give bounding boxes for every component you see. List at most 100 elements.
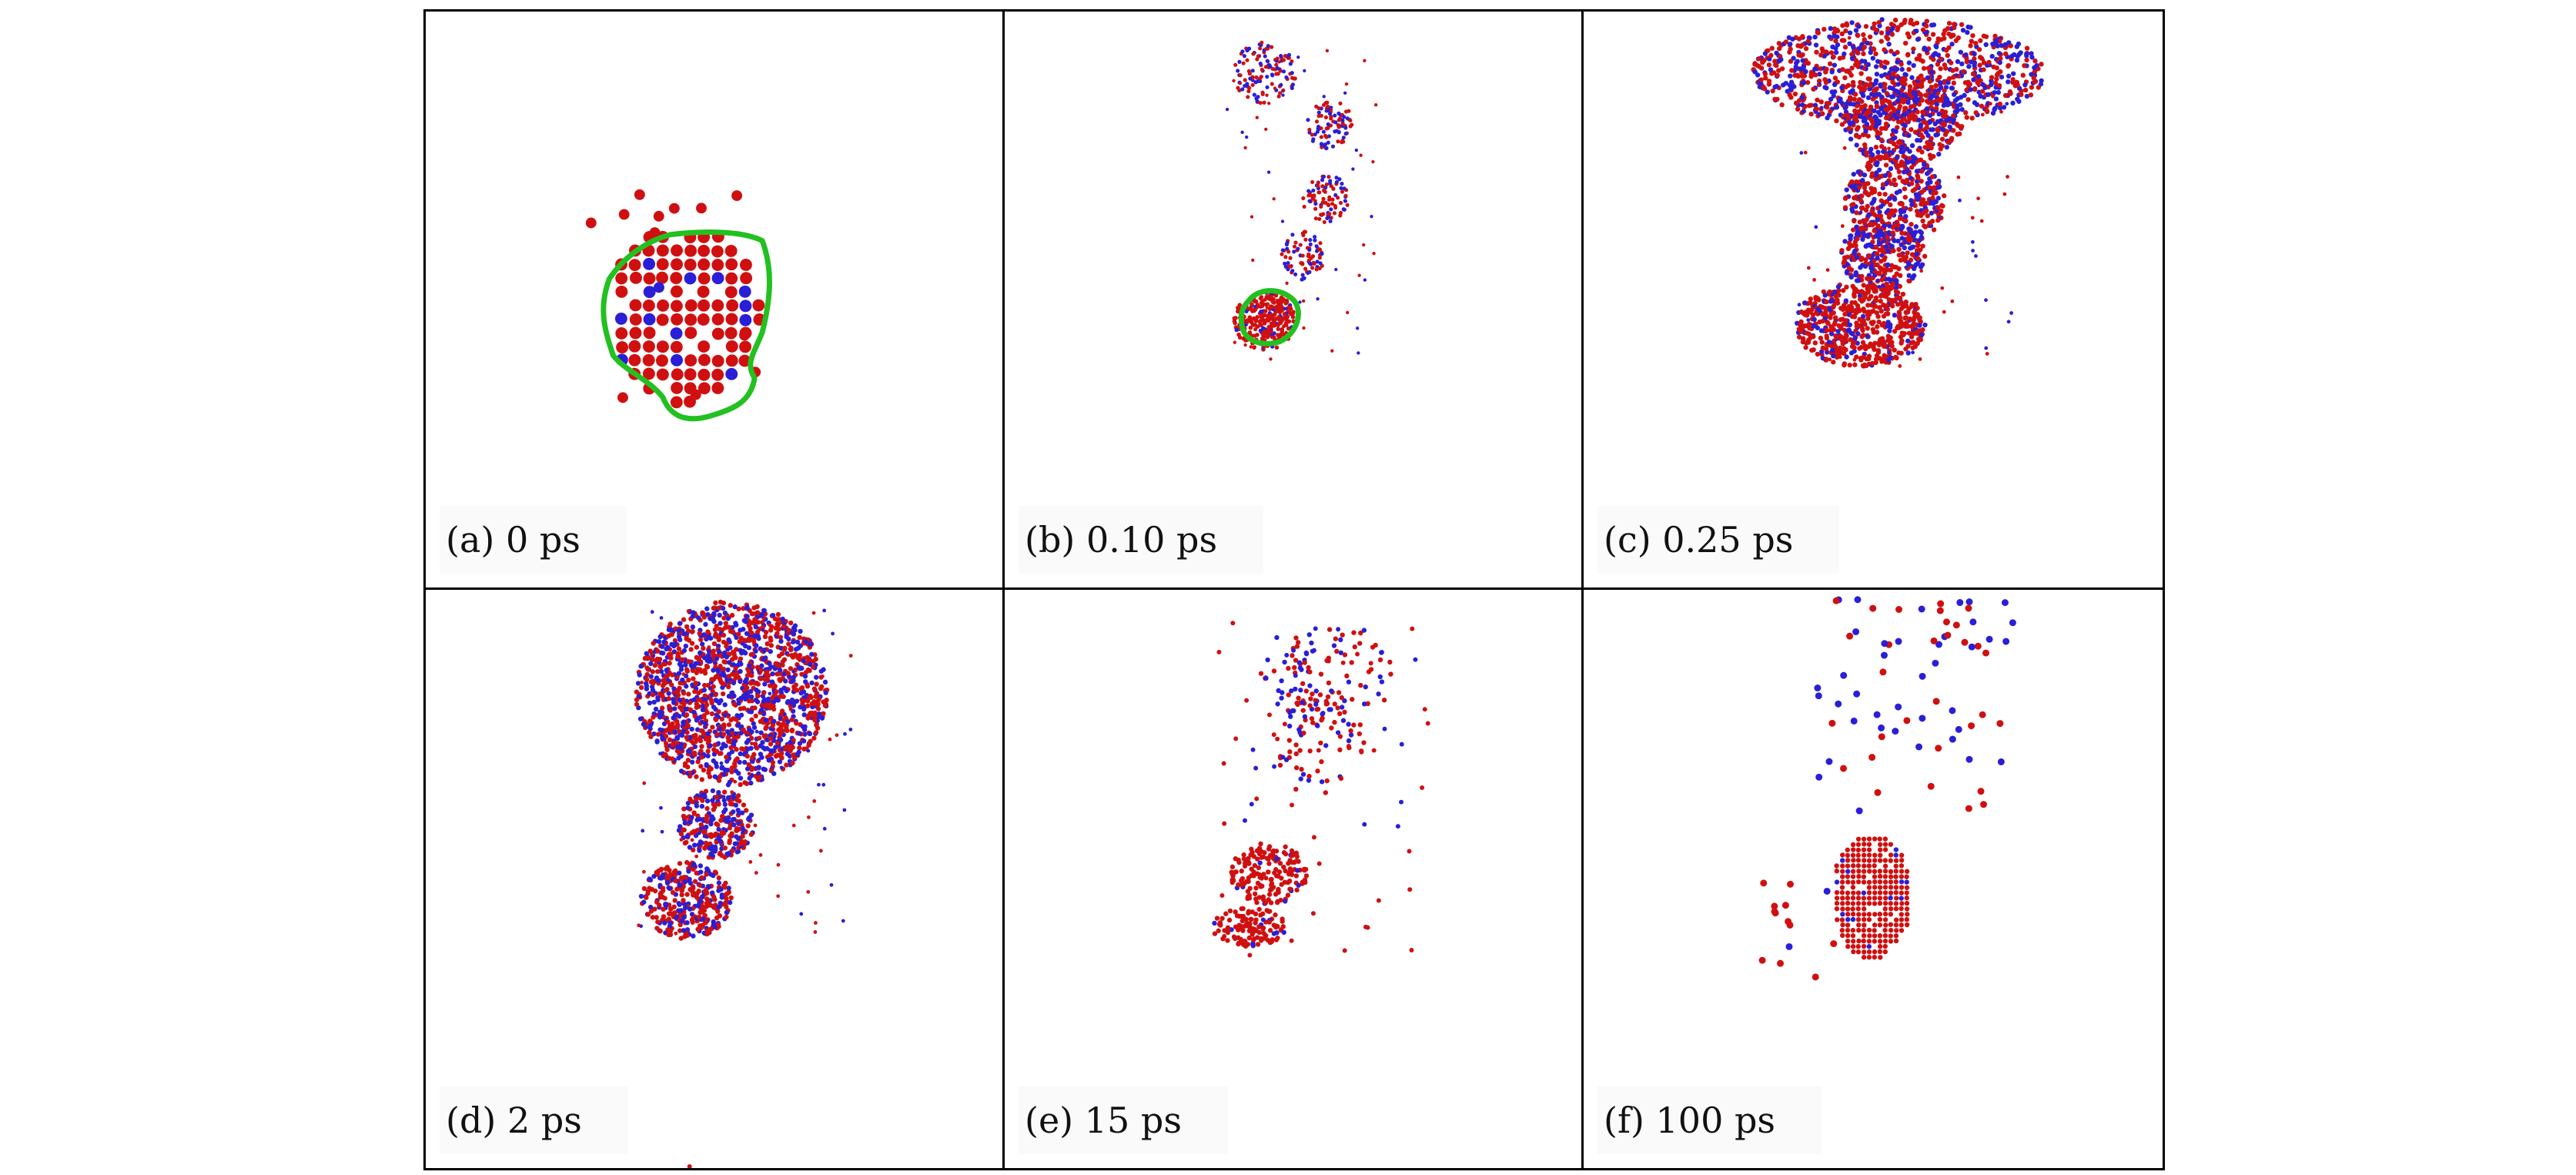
atom: [1848, 274, 1854, 280]
atom: [1273, 86, 1277, 90]
atom: [694, 774, 699, 779]
atom: [778, 731, 783, 737]
atom: [1868, 242, 1873, 248]
atom: [1891, 248, 1896, 253]
atom: [738, 668, 743, 675]
atom: [753, 624, 759, 630]
atom: [1846, 327, 1852, 333]
atom: [651, 641, 656, 646]
atom: [1355, 326, 1360, 330]
atom: [692, 713, 698, 719]
atom: [684, 326, 698, 340]
atom: [1951, 113, 1956, 119]
atom: [1237, 303, 1243, 307]
atom: [779, 651, 785, 657]
atom: [1326, 140, 1330, 145]
atom: [1268, 64, 1273, 69]
atom: [1954, 103, 1960, 109]
atom: [1820, 111, 1825, 116]
atom: [762, 681, 768, 687]
atom: [1893, 182, 1899, 187]
atom: [1832, 33, 1837, 39]
atom: [723, 743, 728, 748]
atom: [1878, 137, 1884, 142]
atom: [1958, 49, 1963, 55]
atom: [1947, 124, 1952, 129]
atom: [1878, 105, 1884, 111]
atom: [1933, 83, 1939, 89]
atom: [1920, 27, 1926, 32]
atom: [1245, 135, 1249, 139]
atom: [1875, 278, 1880, 283]
atom: [628, 353, 641, 367]
atom: [1819, 340, 1825, 345]
atom: [630, 271, 642, 284]
atom: [1362, 243, 1366, 247]
atom: [1281, 316, 1286, 321]
panel-a: (a) 0 ps: [426, 12, 1005, 590]
atom: [1866, 276, 1872, 283]
atom: [1326, 122, 1330, 127]
atom: [684, 244, 698, 257]
atom: [733, 665, 738, 671]
atom: [806, 657, 811, 663]
atom: [1865, 309, 1872, 315]
atom: [663, 680, 668, 685]
atom: [1251, 52, 1256, 56]
atom: [1815, 97, 1820, 103]
atom: [1864, 122, 1870, 127]
atom: [1844, 284, 1849, 290]
atom: [1769, 45, 1775, 51]
atom: [660, 644, 665, 649]
atom: [1980, 82, 1986, 87]
atom: [1914, 209, 1920, 214]
atom: [1822, 293, 1828, 298]
atom: [722, 802, 728, 807]
atom: [1803, 69, 1808, 75]
atom: [1899, 253, 1905, 258]
atom: [1970, 33, 1975, 38]
atom: [1933, 132, 1939, 138]
atom: [1895, 125, 1900, 130]
atom: [1899, 230, 1905, 236]
atom: [1887, 350, 1891, 354]
atom: [1317, 266, 1322, 271]
atom: [1899, 242, 1904, 248]
atom: [1938, 56, 1943, 62]
atom: [1902, 122, 1908, 129]
atom: [728, 717, 734, 723]
atom: [1815, 306, 1821, 312]
atom: [1862, 263, 1868, 269]
atom: [1269, 321, 1274, 326]
atom: [1895, 290, 1901, 296]
atom: [742, 759, 748, 765]
atom: [2024, 45, 2030, 51]
atom: [1882, 223, 1887, 229]
atom: [616, 341, 629, 354]
atom: [1880, 182, 1886, 187]
atom: [2024, 93, 2030, 99]
atom: [1915, 36, 1921, 42]
atom: [1919, 262, 1925, 267]
atom: [1832, 322, 1837, 327]
atom: [1877, 130, 1883, 136]
atom: [746, 668, 751, 674]
atom: [736, 701, 741, 706]
atom: [1902, 40, 1909, 46]
atom: [1261, 326, 1266, 331]
atom: [1319, 204, 1323, 209]
atom: [1935, 205, 1941, 211]
atom: [1868, 104, 1874, 110]
atom: [746, 645, 752, 651]
atom: [641, 721, 647, 727]
atom: [1303, 69, 1306, 73]
atom: [1974, 254, 1978, 258]
atom: [1896, 350, 1902, 356]
atom: [667, 704, 672, 709]
atom: [724, 728, 731, 735]
atom: [717, 751, 722, 756]
atom: [1290, 315, 1296, 320]
atom: [1285, 281, 1289, 285]
atom: [1977, 62, 1982, 68]
atom: [818, 684, 825, 689]
